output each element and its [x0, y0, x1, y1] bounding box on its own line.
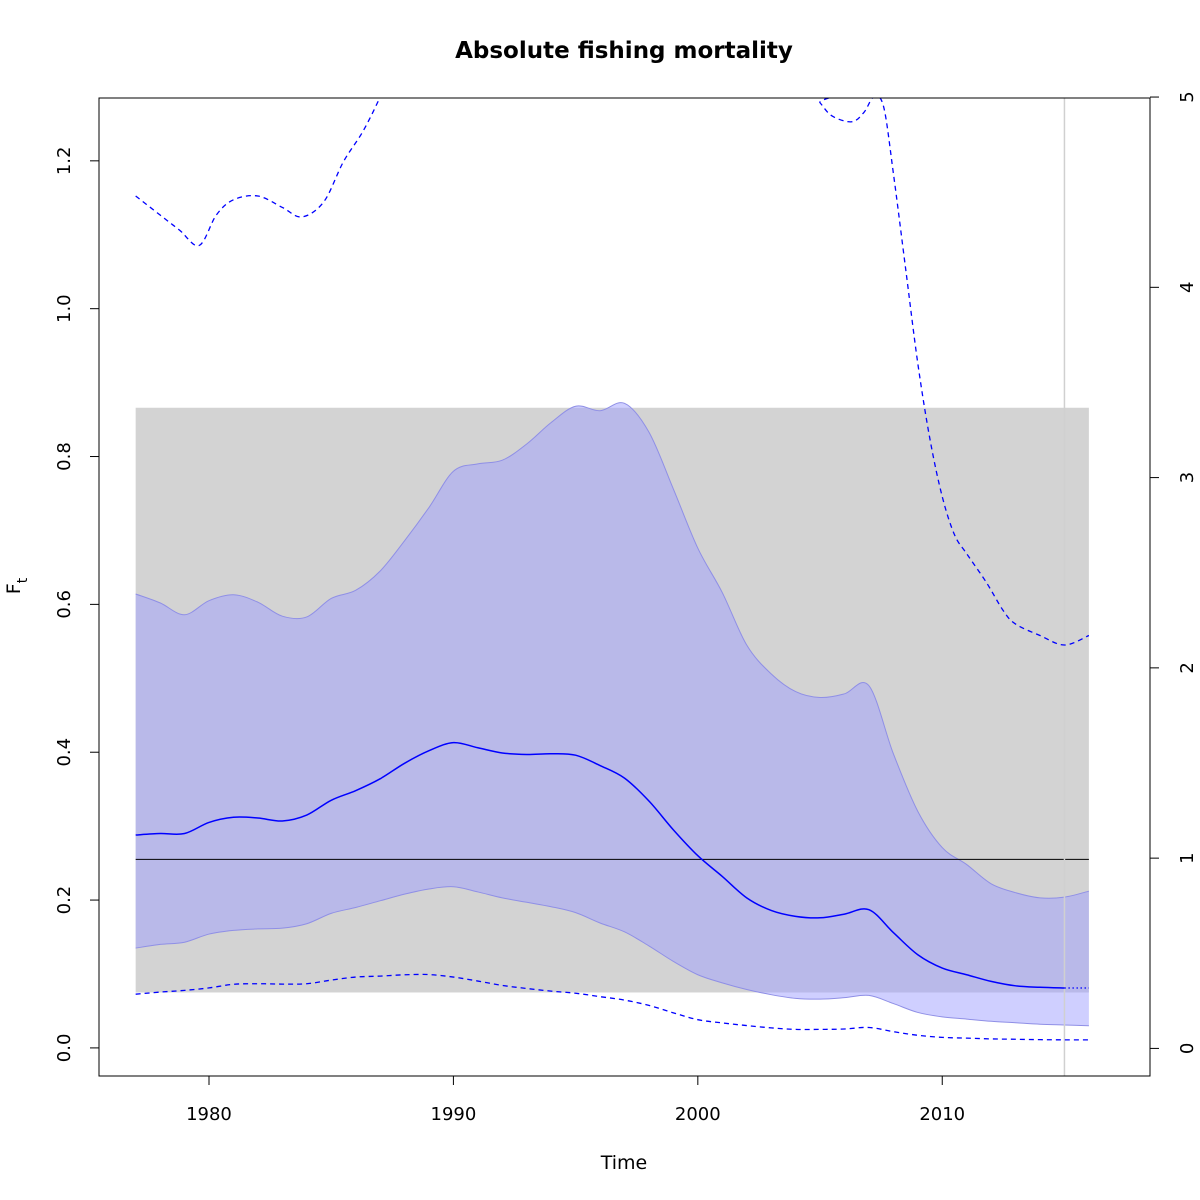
right-y-tick-label: 0	[1177, 1043, 1198, 1054]
chart-title: Absolute fishing mortality	[455, 38, 793, 64]
right-y-tick-label: 5	[1177, 91, 1198, 102]
y-axis-label-subscript: t	[15, 577, 31, 583]
plot-frame	[98, 97, 1151, 1077]
y-tick-label: 0.0	[54, 1034, 75, 1063]
y-tick-label: 0.4	[54, 738, 75, 767]
y-axis-label: Ft	[3, 577, 31, 594]
relative-upper-line	[135, 98, 1090, 646]
y-tick-label: 1.2	[54, 147, 75, 176]
estimate-line	[135, 741, 1065, 989]
right-y-tick-label: 4	[1177, 282, 1198, 293]
right-y-tick-label: 1	[1177, 852, 1198, 863]
x-tick-label: 1980	[186, 1104, 232, 1125]
relative-lower-line	[135, 973, 1089, 1041]
x-axis-label: Time	[600, 1152, 648, 1174]
confidence-band	[135, 402, 1089, 1026]
y-tick-label: 0.2	[54, 886, 75, 915]
svg-text:Ft: Ft	[3, 577, 31, 594]
x-tick-label: 1990	[431, 1104, 477, 1125]
y-axis-label-main: F	[3, 583, 25, 594]
axes: 1980 1990 2000 2010 0.0 0.2 0.4 0.6 0.8 1.0 1.2 0 1 2…	[54, 91, 1198, 1125]
y-tick-label: 0.6	[54, 590, 75, 619]
x-tick-label: 2010	[919, 1104, 965, 1125]
y-tick-label: 1.0	[54, 294, 75, 323]
confidence-band-lower-edge	[135, 886, 1089, 1027]
plot-area	[135, 98, 1090, 1076]
x-tick-label: 2000	[675, 1104, 721, 1125]
right-y-tick-label: 2	[1177, 662, 1198, 673]
y-tick-label: 0.8	[54, 442, 75, 471]
confidence-band-upper-edge	[135, 402, 1090, 899]
right-y-tick-label: 3	[1177, 472, 1198, 483]
